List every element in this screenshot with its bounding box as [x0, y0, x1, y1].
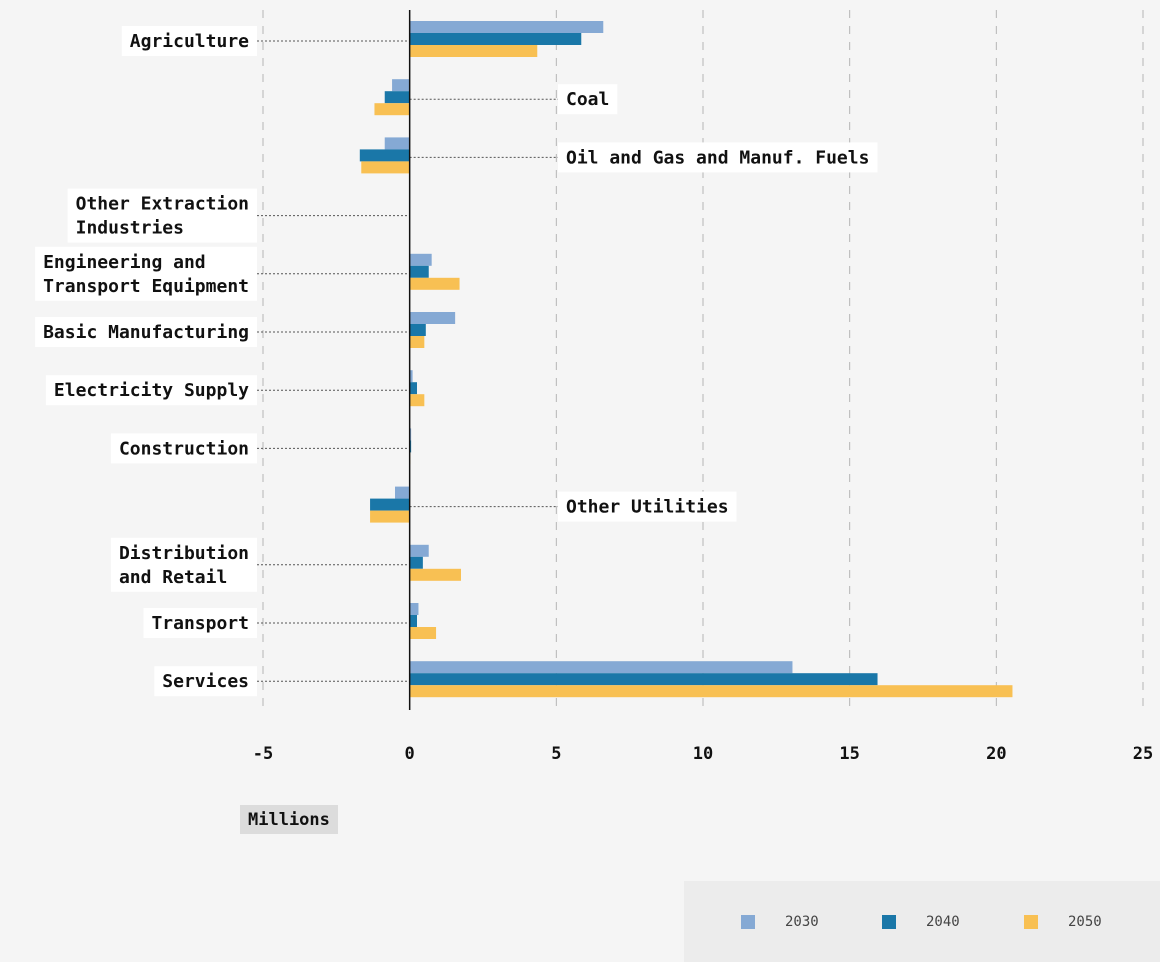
legend-label: 2050 — [1068, 914, 1102, 930]
bar-2030 — [395, 486, 410, 499]
legend-label: 2040 — [926, 914, 960, 930]
bar-2050 — [409, 627, 437, 639]
bar-2030 — [409, 603, 419, 615]
category-label-bg — [35, 317, 257, 347]
bar-2040 — [370, 498, 410, 511]
category-label: Other Utilities — [558, 491, 737, 522]
bar-2030 — [384, 137, 410, 150]
category-label: Construction — [110, 433, 257, 464]
category-label: Transport — [143, 608, 257, 638]
legend-item-2030: 2030 — [741, 914, 819, 930]
bar-2050 — [361, 161, 410, 174]
category-label: Basic Manufacturing — [35, 317, 257, 347]
legend-swatch — [882, 915, 896, 929]
x-tick-label: 25 — [1133, 744, 1153, 764]
category-label-text: Services — [162, 671, 249, 692]
bar-2050 — [370, 510, 410, 523]
bar-2030 — [409, 661, 793, 674]
bar-2040 — [409, 556, 423, 569]
bar-2040 — [409, 33, 582, 45]
category-label-text: Other Utilities — [566, 497, 729, 518]
legend-item-2050: 2050 — [1024, 914, 1102, 930]
x-tick-label: 15 — [839, 744, 859, 764]
category-labels: Agriculture Coal Oil and Gas and Manuf. Fu… — [35, 26, 878, 697]
category-label-text: Industries — [76, 218, 184, 239]
bar-2040 — [409, 382, 417, 395]
bar-2040 — [409, 324, 426, 336]
bar-2050 — [409, 685, 1013, 698]
x-tick-label: 5 — [551, 744, 561, 764]
bar-2030 — [409, 21, 604, 33]
bar-2050 — [409, 336, 425, 348]
category-label-text: Distribution — [119, 543, 249, 564]
category-label: Electricity Supply — [45, 375, 257, 406]
leader-lines — [257, 40, 558, 682]
legend-swatch — [1024, 915, 1038, 929]
category-label-text: Oil and Gas and Manuf. Fuels — [566, 147, 869, 168]
bar-2030 — [409, 544, 429, 557]
category-label-text: Transport Equipment — [43, 276, 249, 297]
category-label-bg — [45, 375, 257, 406]
category-label-bg — [143, 608, 257, 638]
category-label: Distribution and Retail — [110, 537, 257, 592]
category-label-text: Transport — [151, 613, 249, 634]
bar-2030 — [409, 253, 432, 266]
category-label: Engineering and Transport Equipment — [35, 246, 257, 301]
bar-2040 — [384, 91, 410, 104]
legend-swatch — [741, 915, 755, 929]
bar-2040 — [409, 265, 429, 278]
grid-lines — [262, 10, 1144, 710]
category-label-bg — [558, 142, 878, 173]
category-label-text: and Retail — [119, 567, 227, 588]
bar-2030 — [409, 370, 413, 383]
category-label-text: Electricity Supply — [54, 380, 249, 401]
category-label-bg — [558, 84, 618, 115]
category-label: Oil and Gas and Manuf. Fuels — [558, 142, 878, 173]
x-tick-label: -5 — [253, 744, 273, 764]
bar-2050 — [409, 277, 460, 290]
category-label-text: Other Extraction — [76, 194, 249, 215]
category-label-text: Basic Manufacturing — [43, 322, 249, 343]
x-tick-label: 0 — [405, 744, 415, 764]
bar-2030 — [409, 312, 456, 324]
category-label-bg — [154, 666, 257, 697]
category-label: Agriculture — [121, 26, 257, 56]
bar-2040 — [409, 673, 878, 686]
x-tick-labels: -5 0 5 10 15 20 25 — [253, 744, 1153, 764]
category-label-text: Agriculture — [130, 31, 249, 52]
category-label-bg — [67, 188, 257, 243]
legend-label: 2030 — [785, 914, 819, 930]
category-label-text: Construction — [119, 438, 249, 459]
bar-2050 — [409, 45, 538, 57]
x-axis-unit-label: Millions — [240, 805, 338, 834]
category-label: Coal — [558, 84, 618, 115]
bar-2050 — [409, 394, 425, 407]
x-tick-label: 20 — [986, 744, 1006, 764]
bars — [359, 21, 1013, 698]
legend-item-2040: 2040 — [882, 914, 960, 930]
category-label: Services — [154, 666, 257, 697]
bar-2030 — [392, 79, 410, 92]
category-label-bg — [110, 433, 257, 464]
bar-2040 — [409, 615, 417, 627]
category-label-bg — [110, 537, 257, 592]
category-label: Other Extraction Industries — [67, 188, 257, 243]
bar-2050 — [409, 568, 461, 581]
x-tick-label: 10 — [693, 744, 713, 764]
category-label-bg — [121, 26, 257, 56]
category-label-text: Engineering and — [43, 252, 206, 273]
bar-2050 — [374, 103, 410, 116]
bar-2040 — [359, 149, 410, 162]
category-label-text: Coal — [566, 89, 609, 110]
legend: 2030 2040 2050 — [684, 881, 1160, 962]
category-label-bg — [35, 246, 257, 301]
category-label-bg — [558, 491, 737, 522]
